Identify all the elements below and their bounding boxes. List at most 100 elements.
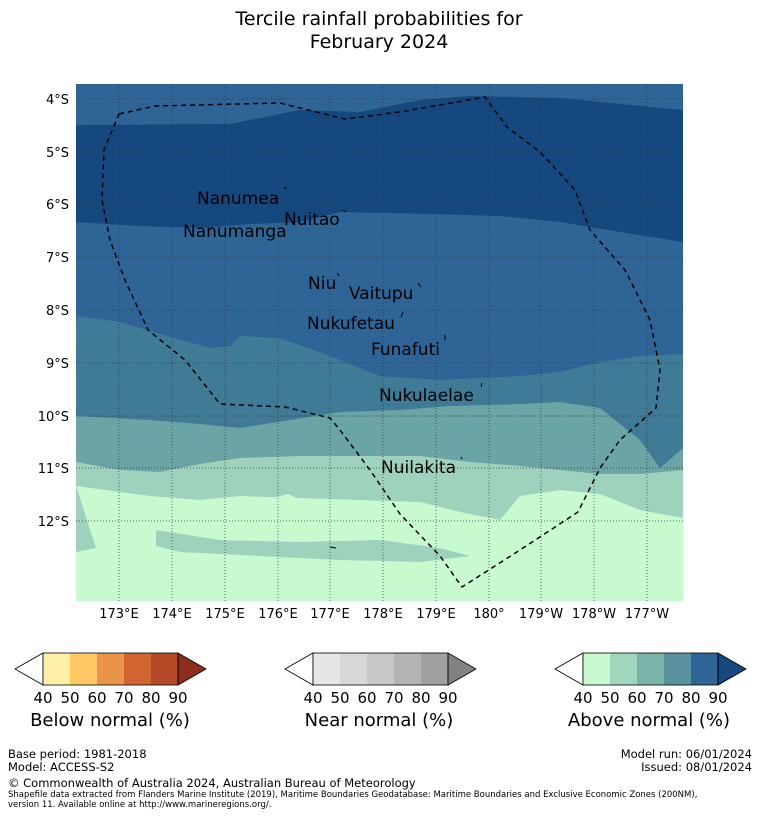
lon-tick-label: 179°W <box>519 607 563 622</box>
shapefile-credit-line2: version 11. Available online at http://w… <box>8 800 272 810</box>
island-label: Nanumea <box>197 189 279 209</box>
eez-boundary <box>101 96 661 589</box>
band-top-80 <box>76 84 683 125</box>
island-label: Vaitupu <box>349 284 413 304</box>
colorbar-tick-label: 70 <box>114 689 133 707</box>
lat-tick-label: 4°S <box>46 93 69 108</box>
lon-tick-label: 174°E <box>152 607 192 622</box>
island-label: Nuitao <box>284 210 340 230</box>
island-label: Nukufetau <box>307 314 395 334</box>
colorbar-segment <box>691 653 718 685</box>
colorbar-below: 40 50 60 70 80 90 <box>14 652 207 707</box>
colorbar-extend-low <box>14 652 44 686</box>
colorbar-near-label: Near normal (%) <box>304 710 454 731</box>
colorbar-tick-label: 90 <box>438 689 457 707</box>
colorbar-tick-label: 60 <box>627 689 646 707</box>
colorbar-outline <box>582 652 719 686</box>
colorbar-outline <box>42 652 179 686</box>
island-shape-nuitao <box>342 209 347 213</box>
footer-left: Base period: 1981-2018 Model: ACCESS-S2 <box>8 748 147 774</box>
probability-bands <box>76 84 683 601</box>
lat-tick-label: 8°S <box>46 304 69 319</box>
title-line-2: February 2024 <box>309 31 449 53</box>
colorbar-tick-label: 40 <box>573 689 592 707</box>
colorbar-segment <box>340 653 367 685</box>
colorbar-extend-low <box>284 652 314 686</box>
island-shape-vaitupu <box>417 282 422 288</box>
lat-tick-label: 6°S <box>46 198 69 213</box>
colorbar-segment <box>151 653 178 685</box>
shapefile-credit-line1: Shapefile data extracted from Flanders M… <box>8 790 698 800</box>
title-line-1: Tercile rainfall probabilities for <box>235 8 523 30</box>
island-shape-nukulaelae <box>480 382 483 388</box>
lon-tick-label: 173°E <box>99 607 139 622</box>
colorbar-tick-label: 40 <box>33 689 52 707</box>
colorbar-segment <box>421 653 448 685</box>
model-run: Model run: 06/01/2024 <box>620 747 752 761</box>
gridlines <box>76 84 683 601</box>
colorbar-segment <box>97 653 124 685</box>
lon-tick-label: 178°W <box>572 607 616 622</box>
colorbar-near: 40 50 60 70 80 90 <box>284 652 477 707</box>
lat-tick-label: 9°S <box>46 357 69 372</box>
colorbar-tick-label: 90 <box>168 689 187 707</box>
island-label: Nanumanga <box>183 222 287 242</box>
lat-tick-label: 10°S <box>38 410 69 425</box>
lat-tick-label: 11°S <box>38 462 69 477</box>
island-labels: Nanumea Nuitao Nanumanga Niu Vaitupu Nuk… <box>183 189 474 478</box>
band-90 <box>76 96 683 242</box>
lon-tick-label: 178°E <box>363 607 403 622</box>
band-50-lower <box>156 530 470 562</box>
colorbar-segment <box>583 653 610 685</box>
colorbar-tick-label: 50 <box>330 689 349 707</box>
lon-tick-labels: 173°E 174°E 175°E 176°E 177°E 178°E 179°… <box>99 607 669 622</box>
copyright: © Commonwealth of Australia 2024, Austra… <box>8 776 416 790</box>
lon-tick-label: 177°W <box>625 607 669 622</box>
colorbar-extend-high <box>447 652 477 686</box>
colorbar-tick-label: 80 <box>411 689 430 707</box>
island-shape-niu <box>336 272 340 277</box>
footer-right: Model run: 06/01/2024 Issued: 08/01/2024 <box>621 748 752 774</box>
colorbar-segment <box>367 653 394 685</box>
lon-tick-label: 180° <box>473 607 504 622</box>
lat-tick-label: 7°S <box>46 251 69 266</box>
model-name: Model: ACCESS-S2 <box>8 760 115 774</box>
colorbar-above-label: Above normal (%) <box>567 710 731 731</box>
lon-tick-label: 177°E <box>310 607 350 622</box>
shapefile-credit: Shapefile data extracted from Flanders M… <box>8 790 756 810</box>
colorbar-tick-label: 90 <box>708 689 727 707</box>
colorbar-segment <box>124 653 151 685</box>
colorbar-tick-label: 80 <box>681 689 700 707</box>
colorbar-segment <box>70 653 97 685</box>
colorbar-segment <box>664 653 691 685</box>
lon-tick-label: 179°E <box>416 607 456 622</box>
island-label: Nukulaelae <box>379 386 474 406</box>
colorbar-extend-high <box>177 652 207 686</box>
colorbar-extend-high <box>717 652 747 686</box>
colorbar-extend-low <box>554 652 584 686</box>
issued-date: Issued: 08/01/2024 <box>641 760 752 774</box>
lat-tick-label: 5°S <box>46 146 69 161</box>
colorbar-tick-label: 40 <box>303 689 322 707</box>
island-label: Nuilakita <box>381 458 456 478</box>
colorbar-tick-label: 70 <box>384 689 403 707</box>
colorbar-tick-label: 70 <box>654 689 673 707</box>
lon-tick-label: 175°E <box>205 607 245 622</box>
island-shape-nanumea <box>283 186 288 190</box>
island-shapes <box>283 186 483 549</box>
band-40-lower <box>76 548 683 601</box>
colorbar-tick-label: 80 <box>141 689 160 707</box>
colorbar-below-label: Below normal (%) <box>30 710 190 731</box>
lat-tick-labels: 4°S 5°S 6°S 7°S 8°S 9°S 10°S 11°S 12°S <box>38 93 69 530</box>
island-label: Niu <box>308 274 336 294</box>
island-shape-reef <box>329 546 337 549</box>
colorbar-segment <box>313 653 340 685</box>
colorbar-segment <box>610 653 637 685</box>
lat-tick-label: 12°S <box>38 515 69 530</box>
island-shape-nukufetau <box>400 311 404 318</box>
colorbar-tick-label: 60 <box>357 689 376 707</box>
island-label: Funafuti <box>371 340 440 360</box>
island-shape-nuilakita <box>460 456 463 460</box>
colorbar-tick-label: 50 <box>600 689 619 707</box>
